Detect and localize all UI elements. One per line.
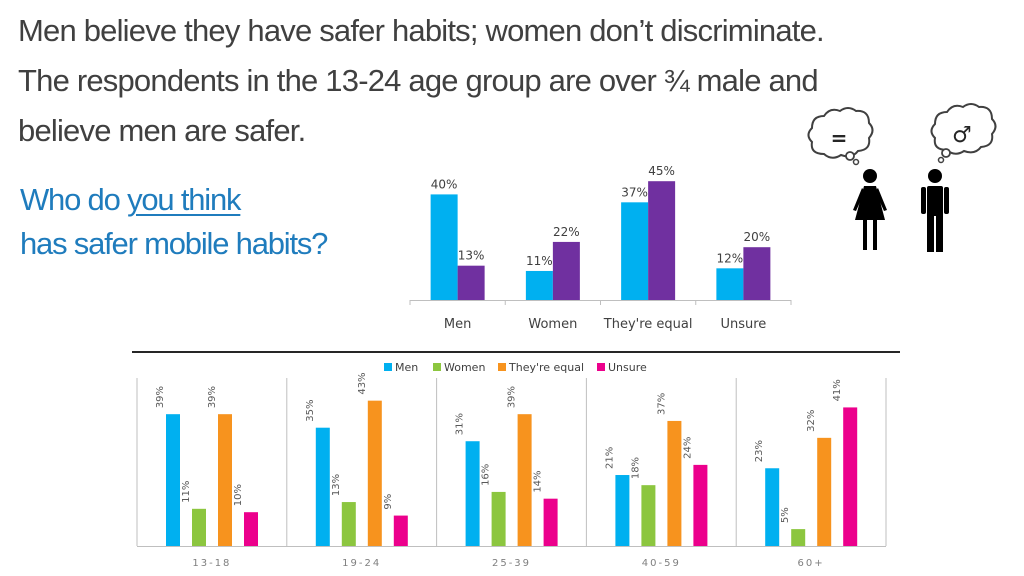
thought-bubble-male: ♂ [930,103,997,164]
bottom-data-label: 24% [682,437,693,459]
top-data-label: 13% [458,249,485,263]
man-figure-icon [921,169,949,252]
top-bar-unsure-men [716,268,744,300]
bottom-bar-60-they-re-equal [817,437,832,546]
bottom-data-label: 11% [181,481,192,503]
question-line-2: has safer mobile habits? [20,226,328,261]
top-data-label: 11% [526,254,553,268]
bottom-bar-19-24-men [315,427,330,546]
top-bar-they-re-equal-men [621,202,649,300]
bottom-data-label: 9% [383,494,394,510]
bottom-bar-19-24-they-re-equal [367,400,382,546]
bottom-data-label: 35% [305,399,316,421]
question-prefix: Who do [20,182,128,217]
bottom-category-label: 40-59 [642,558,681,569]
bottom-legend: Men Women They're equal Unsure [384,361,647,374]
bottom-data-label: 10% [233,484,244,506]
top-category-label: Men [444,317,471,332]
top-data-label: 45% [648,164,675,178]
bottom-bar-25-39-men [465,441,480,546]
bottom-category-label: 13-18 [192,558,231,569]
bottom-data-label: 43% [357,372,368,394]
woman-figure-icon [853,169,887,250]
top-category-label: Women [528,317,577,332]
top-category-label: They're equal [603,317,693,332]
top-bar-men-men [430,194,458,300]
legend-label-unsure: Unsure [608,361,647,374]
legend-swatch-unsure [597,363,605,371]
bottom-bar-60-women [791,529,806,546]
headline: Men believe they have safer habits; wome… [18,6,978,156]
bottom-bar-19-24-unsure [393,515,408,546]
bottom-bar-25-39-women [491,491,506,546]
equal-sign-icon: = [831,126,848,150]
top-data-label: 12% [717,251,744,265]
bottom-bar-40-59-women [641,485,656,546]
legend-swatch-men [384,363,392,371]
bottom-bar-25-39-unsure [543,498,558,546]
bottom-bar-40-59-men [615,475,630,546]
bottom-data-label: 21% [604,447,615,469]
bottom-bar-13-18-women [192,508,206,546]
legend-swatch-they-re-equal [498,363,506,371]
bottom-data-label: 5% [780,507,791,523]
bottom-data-label: 39% [155,386,166,408]
bottom-bar-13-18-men [166,414,180,546]
bottom-chart: 39% 11% 39% 10% 13-18 35% 13% 43% 9% 19-24 31% 16% 3… [136,361,887,569]
headline-line-2: The respondents in the 13-24 age group a… [18,63,819,98]
bottom-data-label: 23% [754,440,765,462]
bottom-bar-40-59-they-re-equal [667,420,682,546]
bottom-bar-40-59-unsure [693,464,708,546]
legend-label-men: Men [395,361,418,374]
bottom-category-label: 25-39 [492,558,531,569]
bottom-bar-13-18-unsure [244,512,258,546]
legend-label-they-re-equal: They're equal [508,361,584,374]
thought-bubble-equal: = [807,107,874,166]
bottom-bar-60-men [765,468,780,546]
bottom-bar-60-unsure [843,407,858,546]
bottom-data-label: 32% [806,410,817,432]
top-data-label: 20% [744,230,771,244]
bottom-data-label: 18% [630,457,641,479]
bottom-data-label: 14% [533,470,544,492]
top-chart: 40% 13% Men 11% 22% Women 37%45% They're equal 1… [409,164,792,332]
question-emphasis: you think [127,182,241,217]
headline-line-1: Men believe they have safer habits; wome… [18,13,825,48]
question-heading: Who do you think has safer mobile habits… [20,178,328,266]
bottom-data-label: 37% [656,393,667,415]
top-bar-unsure-women [743,247,771,300]
top-bar-women-women [552,241,580,300]
top-data-label: 37% [621,185,648,199]
male-symbol-icon: ♂ [952,123,972,148]
bottom-data-label: 31% [455,413,466,435]
top-data-label: 22% [553,225,580,239]
legend-swatch-women [433,363,441,371]
top-data-label: 40% [431,177,458,191]
top-bar-men-women [457,265,485,300]
bottom-bar-13-18-they-re-equal [218,414,232,546]
bottom-bar-19-24-women [341,502,356,546]
bottom-data-label: 16% [481,464,492,486]
bottom-data-label: 41% [832,379,843,401]
top-bar-women-men [525,270,553,300]
headline-line-3: believe men are safer. [18,113,306,148]
bottom-data-label: 39% [507,386,518,408]
bottom-category-label: 60+ [798,558,825,569]
top-category-label: Unsure [720,317,766,332]
bottom-data-label: 13% [331,474,342,496]
section-divider [132,351,900,353]
bottom-data-label: 39% [207,386,218,408]
top-bar-they-re-equal-women [648,181,676,300]
bottom-category-label: 19-24 [342,558,381,569]
bottom-bar-25-39-they-re-equal [517,414,532,546]
legend-label-women: Women [444,361,485,374]
